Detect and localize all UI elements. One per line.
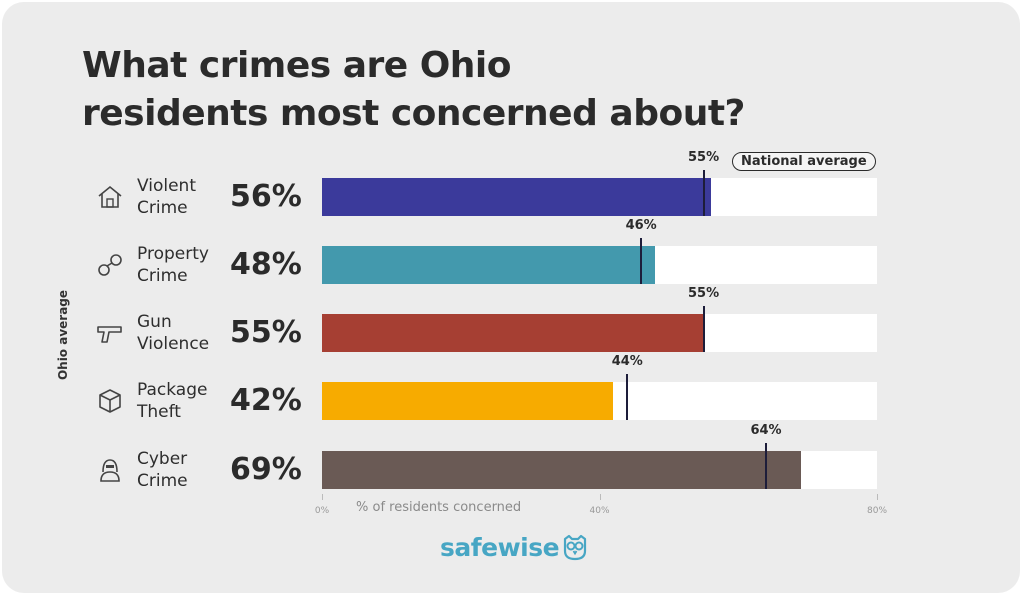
ohio-value-label: 48% <box>230 247 302 282</box>
category-label-line: Violent <box>137 176 197 196</box>
brand-wordmark: safewise <box>440 532 560 562</box>
ohio-bar <box>322 451 801 489</box>
x-axis: 0% 40% 80% <box>315 494 887 524</box>
ohio-value-label: 42% <box>230 383 302 418</box>
national-average-marker <box>702 306 705 352</box>
category-label-line: Violence <box>137 334 210 354</box>
x-axis-label: % of residents concerned <box>356 500 522 515</box>
category-label: Gun Violence <box>137 311 227 355</box>
bar-track: 55% <box>322 150 877 216</box>
category-label-line: Crime <box>137 471 188 491</box>
chart-title: What crimes are Ohio residents most conc… <box>82 42 745 138</box>
category-label: Violent Crime <box>137 175 227 219</box>
ohio-bar <box>322 178 711 216</box>
x-tick-label: 40% <box>589 506 610 516</box>
ohio-value-label: 55% <box>230 315 302 350</box>
national-average-value: 46% <box>625 218 657 233</box>
category-label: Package Theft <box>137 379 227 423</box>
category-label-line: Crime <box>137 198 188 218</box>
category-label-line: Cyber <box>137 449 188 469</box>
national-average-marker <box>626 374 629 420</box>
category-label-line: Theft <box>137 402 181 422</box>
safewise-logo: safewise <box>440 530 589 564</box>
ohio-bar <box>322 382 614 420</box>
x-tick-mark <box>599 494 601 500</box>
category-label-line: Property <box>137 244 209 264</box>
gun-icon <box>96 319 124 347</box>
ohio-bar <box>322 246 655 284</box>
title-line-1: What crimes are Ohio <box>82 45 511 86</box>
national-average-marker <box>765 443 767 489</box>
x-tick-label: 80% <box>866 506 888 516</box>
title-line-2: residents most concerned about? <box>82 93 745 134</box>
national-average-marker <box>702 170 705 216</box>
package-icon <box>96 387 124 415</box>
national-average-badge: National average <box>732 152 876 171</box>
hacker-icon <box>96 456 124 484</box>
bar-track: 44% <box>322 354 877 420</box>
bar-row-4: Package Theft 42% 44% <box>0 354 900 423</box>
bar-row-5: Cyber Crime 69% 64% <box>0 423 900 492</box>
national-average-value: 55% <box>688 150 720 165</box>
house-icon <box>96 183 124 211</box>
handcuffs-icon <box>96 251 124 279</box>
category-label: Property Crime <box>137 243 227 287</box>
category-label-line: Package <box>137 380 208 400</box>
ohio-bar <box>322 314 704 352</box>
bar-track: 64% <box>322 423 877 489</box>
category-label: Cyber Crime <box>137 448 227 492</box>
ohio-value-label: 69% <box>230 452 302 487</box>
national-average-value: 44% <box>611 354 643 369</box>
owl-icon <box>563 534 587 561</box>
bar-track: 55% <box>322 286 877 352</box>
national-average-value: 64% <box>750 423 782 438</box>
bar-track: 46% <box>322 218 877 284</box>
bar-row-1: Violent Crime 56% 55% <box>0 150 900 219</box>
ohio-value-label: 56% <box>230 179 302 214</box>
category-label-line: Crime <box>137 266 188 286</box>
category-label-line: Gun <box>137 312 172 332</box>
bar-row-2: Property Crime 48% 46% <box>0 218 900 287</box>
x-tick-label: 0% <box>314 506 330 516</box>
x-tick-mark <box>877 494 878 500</box>
national-average-marker <box>640 238 643 284</box>
bar-row-3: Gun Violence 55% 55% <box>0 286 900 355</box>
national-average-value: 55% <box>688 286 720 301</box>
x-tick-mark <box>322 494 323 500</box>
